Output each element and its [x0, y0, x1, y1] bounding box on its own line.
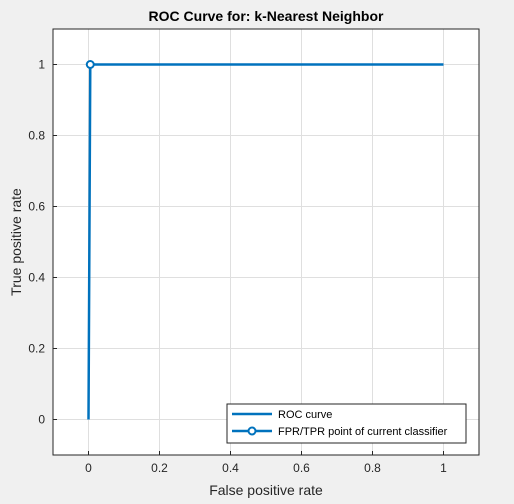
x-tick-label: 0.6 — [293, 461, 310, 475]
plot-area — [53, 29, 479, 455]
axes-box — [52, 28, 480, 456]
y-tick-label: 0 — [38, 413, 45, 427]
legend-box — [226, 403, 467, 444]
y-axis-label: True positive rate — [8, 188, 24, 296]
legend-point-label: FPR/TPR point of current classifier — [278, 426, 448, 438]
chart-title: ROC Curve for: k-Nearest Neighbor — [149, 8, 384, 24]
y-tick-label: 0.4 — [28, 271, 45, 285]
operating-point-marker — [85, 60, 95, 69]
x-tick-label: 1 — [440, 461, 447, 475]
y-tick-label: 0.8 — [28, 129, 45, 143]
x-axis-label: False positive rate — [209, 482, 323, 498]
axis-ticks — [53, 64, 444, 455]
x-tick-label: 0.4 — [222, 461, 239, 475]
grid-lines — [53, 29, 479, 455]
series-layer — [85, 60, 444, 420]
x-tick-label: 0.2 — [151, 461, 168, 475]
legend: ROC curve FPR/TPR point of current class… — [226, 403, 467, 444]
y-tick-label: 1 — [38, 58, 45, 72]
legend-point-marker — [247, 426, 257, 436]
x-tick-label: 0.8 — [364, 461, 381, 475]
legend-roc-label: ROC curve — [278, 409, 332, 421]
x-tick-label: 0 — [85, 461, 92, 475]
y-tick-label: 0.2 — [28, 342, 45, 356]
tick-labels: 0 0.2 0.4 0.6 0.8 1 0 0.2 0.4 0.6 0.8 1 — [28, 58, 447, 476]
y-tick-label: 0.6 — [28, 200, 45, 214]
